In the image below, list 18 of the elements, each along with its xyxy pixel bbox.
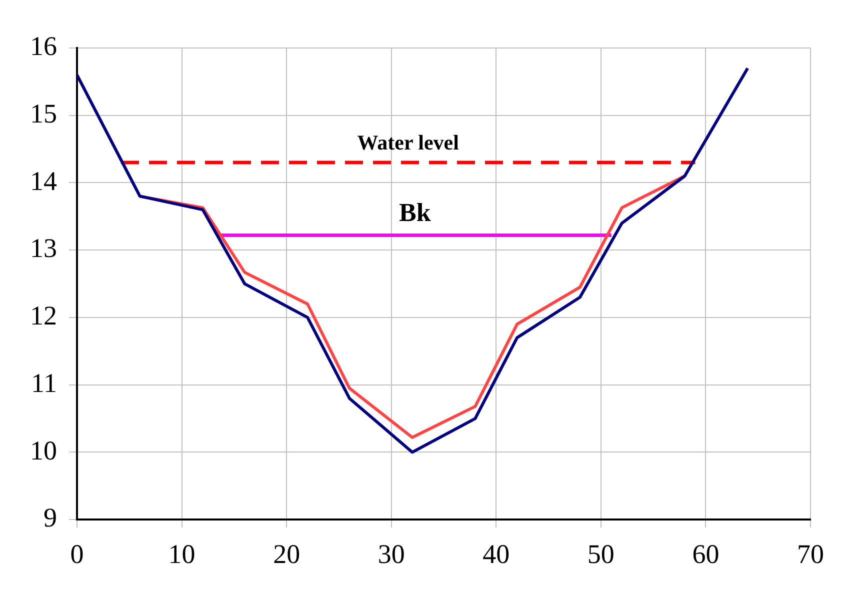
x-tick-label: 40 bbox=[482, 538, 510, 569]
x-tick-label: 60 bbox=[692, 538, 720, 569]
x-tick-label: 30 bbox=[378, 538, 405, 569]
x-tick-label: 50 bbox=[587, 538, 614, 569]
x-tick-label: 20 bbox=[273, 538, 300, 569]
y-tick-label: 12 bbox=[30, 300, 57, 331]
x-tick-label: 10 bbox=[168, 538, 196, 569]
y-tick-label: 16 bbox=[30, 31, 57, 62]
x-tick-label: 70 bbox=[797, 538, 824, 569]
x-tick-label: 0 bbox=[70, 538, 84, 569]
series-label: Water level bbox=[357, 130, 460, 154]
y-tick-label: 15 bbox=[30, 98, 57, 128]
y-tick-label: 13 bbox=[30, 233, 57, 264]
series-label: Bk bbox=[399, 198, 432, 228]
y-tick-label: 14 bbox=[30, 166, 58, 196]
y-tick-label: 11 bbox=[31, 368, 57, 398]
y-tick-label: 9 bbox=[44, 502, 57, 533]
y-tick-label: 10 bbox=[30, 435, 57, 466]
